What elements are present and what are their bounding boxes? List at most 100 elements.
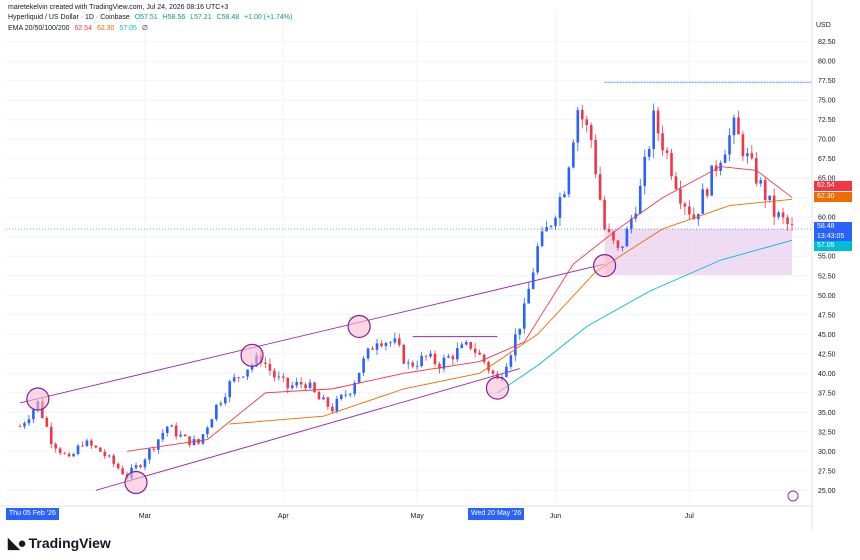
y-tick-label: 32.50 — [818, 429, 836, 436]
candle-body — [99, 447, 102, 452]
candle-body — [763, 180, 767, 201]
candle-body — [438, 363, 441, 369]
candle-body — [496, 373, 499, 380]
candle-body — [420, 355, 423, 366]
open-value: O57.51 — [134, 14, 158, 21]
y-tick-label: 42.50 — [818, 351, 836, 358]
candle-body — [67, 453, 71, 457]
candle-body — [317, 392, 321, 400]
symbol-title[interactable]: Hyperliquid / US Dollar · 1D · Coinbase — [8, 14, 130, 21]
candle-body — [545, 226, 548, 232]
candle-body — [121, 468, 124, 475]
candle-body — [246, 369, 249, 377]
y-tick-label: 72.50 — [818, 117, 836, 124]
candle-body — [380, 343, 383, 347]
candle-body — [264, 362, 267, 364]
candle-body — [139, 465, 142, 468]
candle-body — [366, 348, 370, 359]
candle-body — [674, 176, 678, 190]
candle-body — [18, 426, 22, 428]
candle-body — [536, 246, 539, 273]
candle-body — [273, 370, 276, 378]
currency-label[interactable]: USD — [816, 22, 831, 29]
candle-body — [732, 117, 736, 136]
candle-body — [737, 117, 740, 135]
candle-body — [692, 214, 696, 220]
candle-body — [313, 382, 316, 393]
candle-body — [268, 363, 272, 371]
candle-body — [161, 433, 165, 440]
candle-body — [746, 153, 749, 157]
y-tick-label: 82.50 — [818, 39, 836, 46]
ema100-price-tag: 57.05 — [814, 241, 852, 251]
candle-body — [527, 288, 531, 304]
y-tick-label: 35.00 — [818, 410, 836, 417]
price-chart[interactable]: 25.00 27.50 30.00 32.50 35.00 37.50 40.00 42.50… — [0, 0, 860, 530]
y-tick-label: 55.00 — [818, 254, 836, 261]
candle-body — [23, 423, 26, 427]
countdown-tag: 13:43:05 — [814, 232, 852, 242]
candle-body — [76, 445, 80, 454]
y-tick-label: 67.50 — [818, 156, 836, 163]
candle-body — [621, 246, 624, 248]
candle-body — [134, 465, 138, 468]
candle-body — [442, 357, 446, 369]
candle-body — [612, 231, 615, 241]
candle-body — [85, 440, 89, 447]
ema200-value: ∅ — [141, 25, 149, 32]
pivot-circle — [240, 343, 264, 367]
high-value: H58.56 — [162, 14, 186, 21]
candle-body — [563, 194, 566, 198]
candle-body — [487, 362, 490, 371]
candle-body — [741, 134, 745, 157]
candle-body — [786, 217, 789, 225]
x-tick-label: Jun — [550, 513, 561, 520]
pivot-circle — [592, 254, 617, 278]
candle-body — [647, 149, 651, 157]
tradingview-logo[interactable]: ◣● TradingView — [8, 534, 111, 552]
candle-body — [473, 348, 477, 353]
candle-body — [90, 440, 93, 446]
x-tick-label: Mar — [139, 513, 152, 520]
candle-body — [335, 398, 339, 412]
candle-body — [710, 165, 713, 196]
candle-body — [27, 419, 31, 424]
candle-body — [49, 426, 53, 445]
candle-body — [32, 409, 35, 420]
ema-label[interactable]: EMA 20/50/100/200 — [8, 25, 70, 32]
y-tick-label: 65.00 — [818, 176, 836, 183]
candle-body — [759, 180, 763, 184]
candle-body — [348, 393, 352, 395]
y-tick-label: 80.00 — [818, 59, 836, 66]
lightning-icon — [787, 490, 799, 502]
channel-lower-line — [95, 368, 520, 491]
candle-body — [210, 419, 214, 428]
candle-body — [406, 362, 410, 364]
candle-body — [183, 434, 187, 437]
low-value: L57.21 — [190, 14, 212, 21]
x-highlight-start: Thu 05 Feb '26 — [6, 508, 59, 520]
candle-body — [514, 334, 517, 356]
x-highlight-mid: Wed 20 May '26 — [468, 508, 525, 520]
y-tick-label: 47.50 — [818, 312, 836, 319]
candle-body — [424, 355, 428, 357]
candle-body — [188, 436, 191, 445]
candle-body — [63, 453, 66, 454]
candle-body — [299, 381, 303, 385]
candle-body — [589, 124, 593, 140]
candle-body — [179, 434, 182, 437]
candle-body — [362, 358, 365, 373]
candle-body — [433, 353, 437, 364]
candle-body — [295, 381, 298, 386]
ema20-value: 62.54 — [74, 25, 92, 32]
candle-body — [456, 348, 459, 360]
ema20-line — [127, 166, 793, 452]
candle-body — [223, 397, 227, 404]
candle-body — [228, 381, 232, 398]
candle-body — [201, 434, 205, 444]
candle-body — [94, 445, 98, 448]
candle-body — [580, 110, 584, 120]
candle-body — [152, 448, 156, 450]
candle-body — [625, 228, 629, 247]
candle-body — [415, 365, 419, 367]
